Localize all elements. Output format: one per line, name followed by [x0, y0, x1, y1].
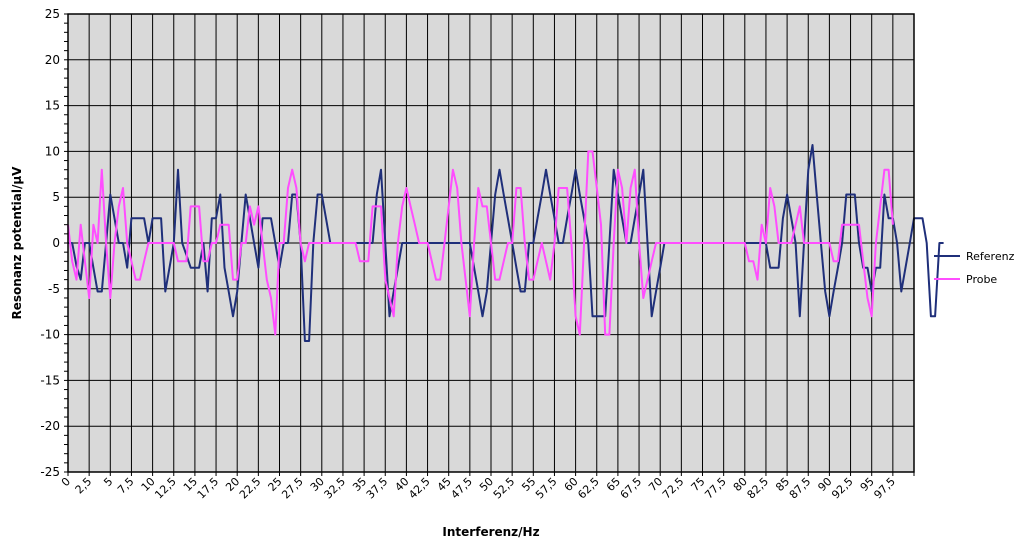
x-tick-label: 52,5 — [491, 475, 518, 502]
x-tick-label: 57,5 — [533, 475, 560, 502]
x-tick-label: 87,5 — [787, 475, 814, 502]
x-tick-label: 0 — [59, 475, 73, 489]
legend: Referenz Probe — [934, 250, 1015, 286]
x-tick-label: 22,5 — [237, 475, 264, 502]
x-tick-label: 42,5 — [406, 475, 433, 502]
y-tick-label: -15 — [40, 373, 60, 387]
x-tick-label: 82,5 — [745, 475, 772, 502]
x-tick-label: 92,5 — [829, 475, 856, 502]
x-tick-label: 32,5 — [322, 475, 349, 502]
x-tick-label: 5 — [101, 475, 115, 489]
legend-label-probe: Probe — [966, 273, 997, 286]
x-axis-title: Interferenz/Hz — [442, 525, 539, 539]
x-tick-label: 67,5 — [618, 475, 645, 502]
x-tick-label: 72,5 — [660, 475, 687, 502]
y-tick-label: -25 — [40, 465, 60, 479]
y-tick-label: 10 — [45, 144, 60, 158]
y-tick-label: -5 — [48, 282, 60, 296]
y-tick-label: 5 — [52, 190, 60, 204]
y-axis-title: Resonanz potential/µV — [10, 166, 24, 320]
x-tick-label: 62,5 — [575, 475, 602, 502]
plot-border — [67, 13, 915, 473]
x-tick-label: 12,5 — [152, 475, 179, 502]
x-tick-label: 7,5 — [115, 475, 137, 497]
x-tick-label: 77,5 — [702, 475, 729, 502]
x-tick-label: 37,5 — [364, 475, 391, 502]
y-tick-label: 0 — [52, 236, 60, 250]
y-tick-label: -10 — [40, 328, 60, 342]
y-tick-label: 25 — [45, 7, 60, 21]
series-line-referenz — [68, 144, 944, 342]
y-tick-labels: -25 -20 -15 -10 -5 0 5 10 15 20 25 — [40, 7, 60, 479]
series-line-probe — [67, 150, 894, 336]
series-lines — [67, 144, 944, 342]
x-tick-label: 17,5 — [195, 475, 222, 502]
x-tick-label: 97,5 — [871, 475, 898, 502]
y-tick-label: -20 — [40, 419, 60, 433]
y-tick-label: 20 — [45, 53, 60, 67]
legend-label-referenz: Referenz — [966, 250, 1015, 263]
y-tick-label: 15 — [45, 99, 60, 113]
x-tick-label: 47,5 — [448, 475, 475, 502]
x-tick-label: 27,5 — [279, 475, 306, 502]
x-tick-label: 2,5 — [73, 475, 95, 497]
